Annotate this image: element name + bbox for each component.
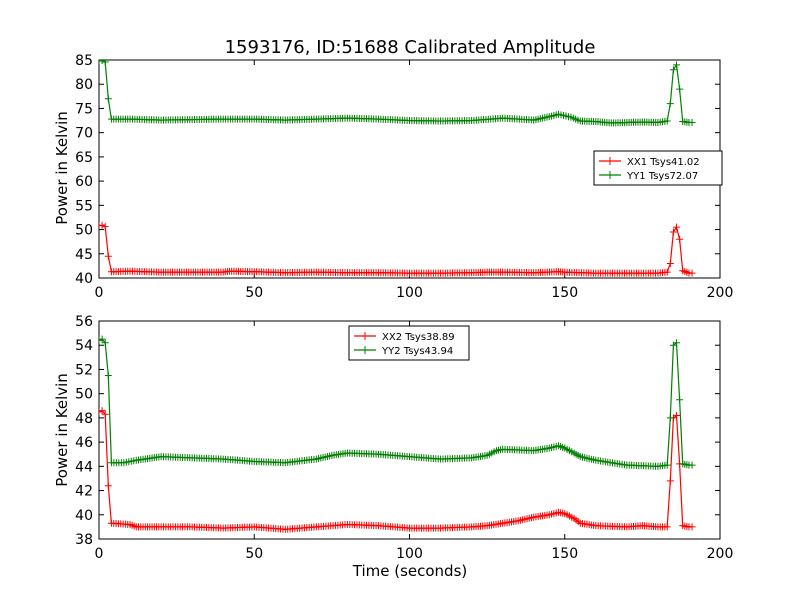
top-panel: 0 50 100 150 200 40 45 50 55 60 65 70 75 80 85 XX1 Tsys… — [75, 53, 733, 301]
bottom-y-tick-label: 56 — [75, 314, 93, 330]
bottom-y-tick-label: 50 — [75, 387, 93, 403]
bottom-x-tick-label: 50 — [245, 546, 263, 562]
top-series-group — [99, 60, 696, 277]
bottom-x-tick-label: 100 — [396, 546, 423, 562]
bottom-x-tick-label: 150 — [551, 546, 578, 562]
legend-marker-xx2 — [361, 332, 369, 340]
top-y-axis-label: Power in Kelvin — [53, 111, 71, 225]
legend-marker-yy2 — [361, 346, 369, 354]
chart-title: 1593176, ID:51688 Calibrated Amplitude — [225, 37, 596, 58]
top-data-point-xx1 — [99, 221, 106, 229]
top-x-tick-label: 200 — [707, 285, 734, 301]
bottom-y-tick-label: 52 — [75, 362, 93, 378]
top-data-point-xx1 — [663, 268, 671, 276]
top-data-point-yy1 — [101, 60, 109, 66]
top-y-tick-label: 55 — [75, 198, 93, 214]
top-data-point-yy1 — [666, 100, 674, 108]
bottom-data-point-xx2 — [666, 477, 674, 485]
legend-label-xx1: XX1 Tsys41.02 — [627, 157, 700, 168]
top-data-point-yy1 — [676, 85, 684, 93]
top-data-point-yy1 — [104, 95, 112, 103]
top-data-point-yy1 — [669, 66, 677, 74]
bottom-data-point-xx2 — [688, 523, 696, 531]
top-data-point-xx1 — [666, 259, 674, 267]
bottom-data-point-yy2 — [99, 335, 106, 343]
top-data-point-yy1 — [99, 60, 106, 64]
bottom-y-tick-label: 46 — [75, 435, 93, 451]
legend-marker-xx1 — [606, 157, 614, 165]
top-y-tick-label: 40 — [75, 271, 93, 287]
bottom-y-tick-label: 38 — [75, 532, 93, 548]
legend-label-yy2: YY2 Tsys43.94 — [381, 346, 453, 357]
top-legend-box — [593, 150, 723, 186]
bottom-y-axis-label: Power in Kelvin — [53, 373, 71, 487]
bottom-data-point-xx2 — [101, 410, 109, 418]
bottom-x-axis-label: Time (seconds) — [352, 562, 468, 580]
bottom-data-point-yy2 — [666, 414, 674, 422]
bottom-y-tick-label: 42 — [75, 484, 93, 500]
top-y-tick-label: 50 — [75, 223, 93, 239]
top-y-tick-label: 65 — [75, 150, 93, 166]
top-data-point-yy1 — [688, 118, 696, 126]
bottom-data-point-yy2 — [673, 339, 681, 347]
top-data-point-xx1 — [104, 252, 112, 260]
bottom-data-point-yy2 — [663, 461, 671, 469]
bottom-data-point-xx2 — [663, 523, 671, 531]
bottom-y-tick-label: 54 — [75, 338, 93, 354]
top-data-point-xx1 — [688, 269, 696, 277]
bottom-data-point-xx2 — [104, 482, 112, 490]
bottom-x-tick-label: 200 — [707, 546, 734, 562]
top-y-tick-label: 75 — [75, 101, 93, 117]
top-y-tick-label: 45 — [75, 247, 93, 263]
bottom-y-tick-label: 44 — [75, 459, 93, 475]
legend-label-xx2: XX2 Tsys38.89 — [382, 332, 455, 343]
bottom-legend: XX2 Tsys38.89 YY2 Tsys43.94 — [348, 325, 470, 361]
bottom-data-point-yy2 — [101, 339, 109, 347]
top-x-tick-label: 50 — [245, 285, 263, 301]
top-legend: XX1 Tsys41.02 YY1 Tsys72.07 — [593, 150, 723, 186]
legend-label-yy1: YY1 Tsys72.07 — [626, 171, 698, 182]
top-data-point-yy1 — [673, 61, 681, 69]
top-y-tick-label: 85 — [75, 53, 93, 69]
top-data-point-xx1 — [669, 228, 677, 236]
top-y-tick-label: 80 — [75, 77, 93, 93]
top-data-point-xx1 — [676, 235, 684, 243]
top-data-point-yy1 — [663, 117, 671, 125]
bottom-y-tick-label: 48 — [75, 411, 93, 427]
top-y-tick-label: 60 — [75, 174, 93, 190]
bottom-data-point-yy2 — [688, 461, 696, 469]
top-data-point-xx1 — [101, 223, 109, 231]
top-y-tick-label: 70 — [75, 126, 93, 142]
legend-marker-yy1 — [606, 171, 614, 179]
bottom-data-point-xx2 — [99, 408, 103, 416]
bottom-data-point-xx2 — [673, 411, 681, 419]
top-x-tick-label: 150 — [551, 285, 578, 301]
bottom-data-point-xx2 — [99, 407, 106, 415]
bottom-legend-box — [348, 325, 470, 361]
bottom-data-point-yy2 — [104, 372, 112, 379]
bottom-x-tick-label: 0 — [95, 546, 104, 562]
bottom-panel: 0 50 100 150 200 38 40 42 44 46 48 50 52 54 56 XX2 Tsys… — [75, 314, 733, 562]
top-data-point-xx1 — [673, 223, 681, 231]
bottom-series-group — [99, 335, 696, 533]
top-x-tick-label: 0 — [95, 285, 104, 301]
bottom-data-point-yy2 — [676, 396, 684, 404]
bottom-y-tick-label: 40 — [75, 508, 93, 524]
bottom-data-point-yy2 — [99, 336, 103, 344]
top-x-tick-label: 100 — [396, 285, 423, 301]
